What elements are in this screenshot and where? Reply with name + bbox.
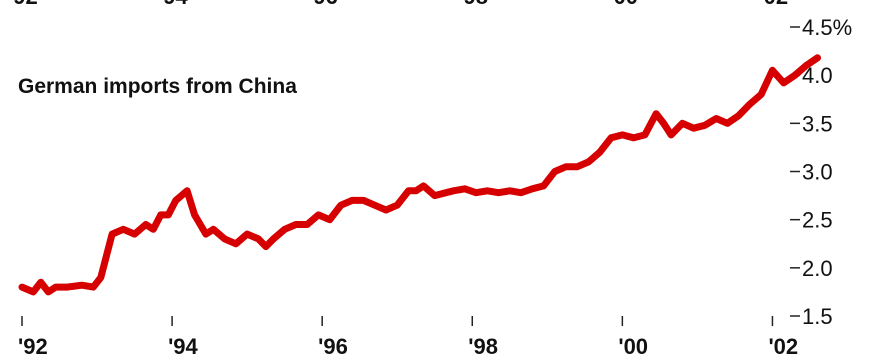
top-tick-label: '94 bbox=[158, 0, 188, 9]
top-axis-ticks: '92 '94 '96 '98 '00 '02 bbox=[8, 0, 788, 9]
x-tick-label: '98 bbox=[468, 334, 498, 356]
top-tick-label: '02 bbox=[758, 0, 788, 9]
y-tick-label: 2.0 bbox=[802, 256, 833, 281]
top-tick-label: '92 bbox=[8, 0, 38, 9]
y-tick-label: 3.0 bbox=[802, 160, 833, 185]
y-tick-label: 4.5% bbox=[802, 15, 852, 40]
x-tick-label: '02 bbox=[768, 334, 798, 356]
series-layer bbox=[18, 54, 821, 296]
y-tick-label: 3.5 bbox=[802, 111, 833, 136]
y-axis: 4.5%4.03.53.02.52.01.5 bbox=[790, 15, 852, 329]
top-tick-label: '00 bbox=[608, 0, 638, 9]
top-tick-label: '96 bbox=[308, 0, 338, 9]
x-tick-label: '00 bbox=[618, 334, 648, 356]
top-tick-label: '98 bbox=[458, 0, 488, 9]
y-tick-label: 2.5 bbox=[802, 208, 833, 233]
chart-title: German imports from China bbox=[18, 75, 297, 98]
x-tick-label: '96 bbox=[318, 334, 348, 356]
x-tick-label: '92 bbox=[18, 334, 48, 356]
x-tick-label: '94 bbox=[168, 334, 198, 356]
x-axis: '92 '94 '96 '98 '00 '02 bbox=[18, 316, 798, 356]
y-tick-label: 1.5 bbox=[802, 304, 833, 329]
